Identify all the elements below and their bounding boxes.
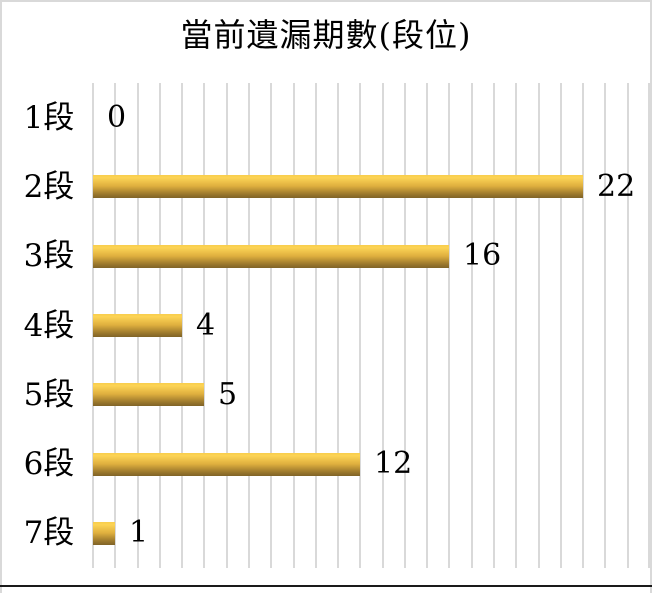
value-label: 12 xyxy=(374,446,413,481)
chart-title: 當前遺漏期數(段位) xyxy=(180,16,472,54)
category-label: 1段 xyxy=(23,99,75,136)
gridline xyxy=(560,83,562,568)
plot-area: 0 22 16 4 5 12 1 xyxy=(92,83,650,568)
bar xyxy=(93,522,115,545)
bottom-rule xyxy=(0,585,652,587)
gridline xyxy=(404,83,406,568)
gridline xyxy=(337,83,339,568)
category-label: 2段 xyxy=(23,168,75,205)
gridline xyxy=(382,83,384,568)
gridline xyxy=(315,83,317,568)
gridline xyxy=(270,83,272,568)
bar xyxy=(93,314,182,337)
gridline xyxy=(627,83,629,568)
gridline xyxy=(426,83,428,568)
gridline xyxy=(448,83,450,568)
gridline xyxy=(604,83,606,568)
bar xyxy=(93,453,360,476)
gridline xyxy=(471,83,473,568)
category-label: 4段 xyxy=(23,307,75,344)
category-label: 6段 xyxy=(23,446,75,483)
gridline xyxy=(493,83,495,568)
gridline xyxy=(226,83,228,568)
category-label: 7段 xyxy=(23,515,75,552)
value-label: 0 xyxy=(107,100,127,135)
category-label: 5段 xyxy=(23,376,75,413)
value-label: 22 xyxy=(597,169,636,204)
gridline xyxy=(293,83,295,568)
gridline xyxy=(203,83,205,568)
bar xyxy=(93,175,583,198)
gridline xyxy=(538,83,540,568)
gridline xyxy=(248,83,250,568)
category-label: 3段 xyxy=(23,238,75,275)
gridline xyxy=(181,83,183,568)
value-label: 4 xyxy=(196,308,216,343)
gridline xyxy=(359,83,361,568)
value-label: 5 xyxy=(218,377,238,412)
frame-right-edge xyxy=(650,0,652,593)
bar xyxy=(93,245,449,268)
value-label: 16 xyxy=(463,238,502,273)
value-label: 1 xyxy=(129,515,149,550)
gridline xyxy=(515,83,517,568)
frame-left-edge xyxy=(0,0,2,593)
bar xyxy=(93,383,204,406)
frame-top-edge xyxy=(0,0,652,2)
gridline xyxy=(648,83,650,568)
gridline xyxy=(582,83,584,568)
